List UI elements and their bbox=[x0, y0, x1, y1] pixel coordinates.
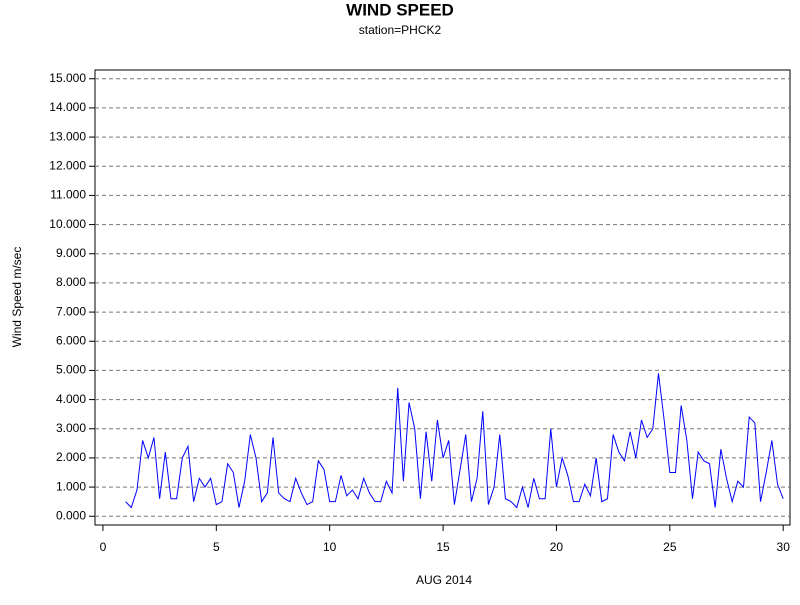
chart-subtitle: station=PHCK2 bbox=[359, 23, 442, 37]
x-axis-label: AUG 2014 bbox=[416, 573, 472, 587]
y-tick-label: 0.000 bbox=[56, 508, 86, 522]
y-tick-label: 11.000 bbox=[50, 188, 86, 202]
y-tick-label: 8.000 bbox=[56, 275, 86, 289]
x-tick-label: 5 bbox=[213, 540, 220, 554]
x-tick-label: 25 bbox=[663, 540, 677, 554]
x-tick-label: 15 bbox=[436, 540, 450, 554]
data-line bbox=[125, 373, 784, 509]
y-axis-label: Wind Speed m/sec bbox=[10, 247, 24, 348]
y-tick-label: 5.000 bbox=[56, 363, 86, 377]
chart-title: WIND SPEED bbox=[346, 0, 454, 19]
x-tick-label: 10 bbox=[323, 540, 337, 554]
y-tick-label: 14.000 bbox=[49, 100, 86, 114]
x-tick-label: 20 bbox=[550, 540, 564, 554]
y-tick-label: 12.000 bbox=[49, 158, 86, 172]
y-tick-label: 3.000 bbox=[56, 421, 86, 435]
y-tick-label: 7.000 bbox=[56, 304, 86, 318]
y-tick-label: 1.000 bbox=[56, 479, 86, 493]
y-tick-label: 2.000 bbox=[56, 450, 86, 464]
y-tick-label: 13.000 bbox=[49, 129, 86, 143]
plot-frame bbox=[94, 69, 791, 526]
y-tick-label: 15.000 bbox=[49, 71, 86, 85]
y-tick-label: 10.000 bbox=[49, 217, 86, 231]
x-tick-label: 0 bbox=[100, 540, 107, 554]
y-tick-label: 6.000 bbox=[56, 333, 86, 347]
y-tick-label: 4.000 bbox=[56, 392, 86, 406]
x-tick-label: 30 bbox=[777, 540, 791, 554]
y-tick-label: 9.000 bbox=[56, 246, 86, 260]
